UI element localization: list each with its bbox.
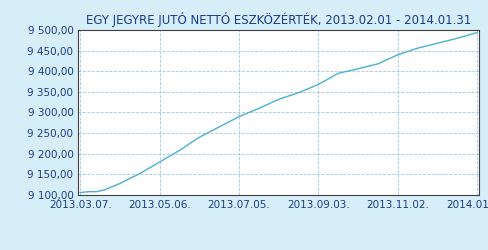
Title: EGY JEGYRE JUTÓ NETTÓ ESZKÖZÉRTÉK, 2013.02.01 - 2014.01.31: EGY JEGYRE JUTÓ NETTÓ ESZKÖZÉRTÉK, 2013.…	[86, 12, 470, 28]
